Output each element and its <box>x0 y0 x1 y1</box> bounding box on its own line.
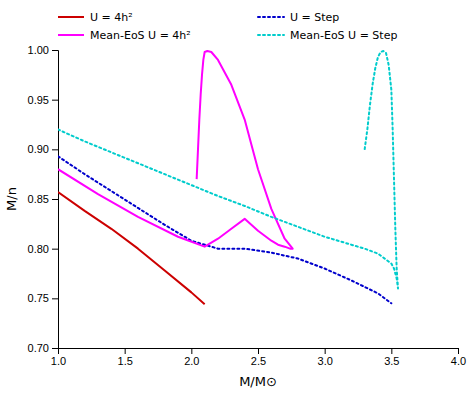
legend-swatch <box>258 34 284 36</box>
x-tick: 1.5 <box>118 348 133 367</box>
x-tick: 4.0 <box>451 348 466 367</box>
y-tick-mark <box>52 348 58 349</box>
y-tick: 0.80 <box>28 243 58 255</box>
x-tick-label: 1.5 <box>118 355 133 367</box>
x-tick: 2.5 <box>251 348 266 367</box>
lines <box>58 51 398 304</box>
plot: 1.0 1.5 2.0 2.5 3.0 3.5 4.0 0.70 0.75 0.80 0.85 0.9… <box>28 44 467 367</box>
x-axis-title: M/M⊙ <box>239 374 277 389</box>
legend-item: Mean-EoS U = Step <box>258 29 397 42</box>
y-tick-mark <box>52 199 58 200</box>
legend-item: U = 4h² <box>58 11 133 24</box>
series-line <box>58 51 293 249</box>
series-line <box>58 192 205 304</box>
y-tick-mark <box>52 149 58 150</box>
y-tick-label: 0.95 <box>28 94 49 106</box>
y-tick: 0.75 <box>28 292 58 304</box>
y-tick: 1.00 <box>28 44 58 56</box>
legend-swatch <box>258 16 284 18</box>
x-tick-mark <box>325 348 326 354</box>
legend-item: Mean-EoS U = 4h² <box>58 29 191 42</box>
legend-swatch <box>58 34 84 36</box>
legend-item: U = Step <box>258 11 339 24</box>
x-tick-label: 2.5 <box>251 355 266 367</box>
x-tick-label: 4.0 <box>451 355 466 367</box>
y-axis-line <box>52 51 59 349</box>
y-tick-label: 0.85 <box>28 193 49 205</box>
y-tick-mark <box>52 50 58 51</box>
x-tick-mark <box>391 348 392 354</box>
y-tick: 0.70 <box>28 342 58 354</box>
y-tick-mark <box>52 249 58 250</box>
series-line <box>58 156 391 303</box>
y-tick-label: 1.00 <box>28 44 49 56</box>
y-tick-label: 0.70 <box>28 342 49 354</box>
y-tick-label: 0.75 <box>28 292 49 304</box>
x-tick-mark <box>258 348 259 354</box>
x-tick-mark <box>125 348 126 354</box>
x-tick: 3.5 <box>384 348 399 367</box>
x-tick-label: 1.0 <box>51 355 66 367</box>
legend-label: Mean-EoS U = 4h² <box>90 29 191 42</box>
x-tick: 2.0 <box>184 348 199 367</box>
x-tick-label: 3.0 <box>318 355 333 367</box>
y-tick: 0.85 <box>28 193 58 205</box>
y-tick-label: 0.90 <box>28 143 49 155</box>
x-tick-label: 3.5 <box>384 355 399 367</box>
y-axis: 0.70 0.75 0.80 0.85 0.90 0.95 1.00 <box>28 44 59 354</box>
chart: 1.0 1.5 2.0 2.5 3.0 3.5 4.0 0.70 0.75 0.80 0.85 0.9… <box>0 0 474 394</box>
x-tick-mark <box>191 348 192 354</box>
x-tick-mark <box>458 348 459 354</box>
x-tick-label: 2.0 <box>184 355 199 367</box>
x-axis: 1.0 1.5 2.0 2.5 3.0 3.5 4.0 <box>51 348 466 367</box>
y-axis-title: M/n <box>4 187 19 211</box>
series-line <box>58 51 398 288</box>
legend-label: U = 4h² <box>90 11 133 24</box>
x-axis-line <box>59 349 459 355</box>
y-tick-mark <box>52 100 58 101</box>
legend: U = 4h² U = Step Mean-EoS U = 4h² Mean-EoS … <box>58 11 397 42</box>
y-tick: 0.90 <box>28 143 58 155</box>
x-tick: 3.0 <box>318 348 333 367</box>
y-tick: 0.95 <box>28 94 58 106</box>
legend-label: U = Step <box>290 11 339 24</box>
y-tick-label: 0.80 <box>28 243 49 255</box>
x-tick: 1.0 <box>51 348 66 367</box>
legend-swatch <box>58 16 84 18</box>
y-tick-mark <box>52 298 58 299</box>
legend-label: Mean-EoS U = Step <box>290 29 397 42</box>
